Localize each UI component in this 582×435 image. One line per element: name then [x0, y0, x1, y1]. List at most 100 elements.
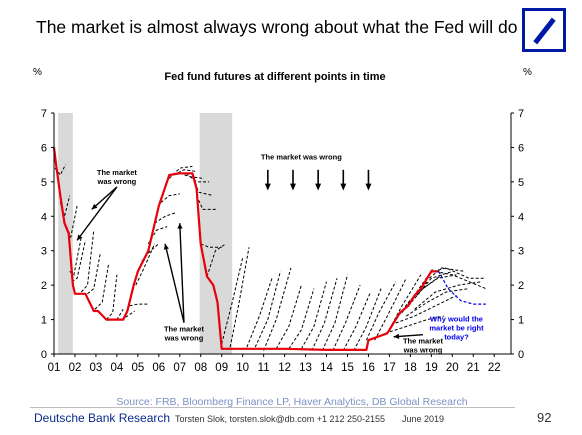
annotation-arrow — [91, 186, 118, 210]
futures-curve — [80, 230, 95, 293]
x-tick-label: 15 — [341, 362, 354, 374]
page-number: 92 — [537, 410, 552, 425]
y-unit-right: % — [523, 67, 532, 78]
futures-curve — [311, 278, 338, 351]
annotation-text: market be right — [429, 323, 484, 332]
futures-curve — [66, 205, 78, 239]
futures-curve — [342, 291, 371, 351]
futures-curve — [321, 274, 348, 351]
y-tick-label-right: 6 — [518, 142, 524, 154]
arrowhead — [163, 243, 169, 250]
down-arrowhead — [340, 183, 347, 191]
futures-curve — [300, 281, 327, 350]
futures-curve — [246, 278, 273, 348]
futures-curve — [414, 281, 482, 310]
futures-lines — [54, 164, 486, 351]
x-tick-label: 17 — [383, 362, 396, 374]
futures-curve — [275, 284, 302, 350]
futures-curve — [428, 267, 465, 279]
futures-curve — [353, 288, 382, 351]
futures-curve — [206, 243, 227, 277]
x-tick-label: 05 — [131, 362, 144, 374]
futures-curve — [393, 281, 428, 324]
footer-company: Deutsche Bank Research — [34, 411, 171, 425]
futures-curve — [200, 243, 222, 248]
annotation-text: today? — [444, 332, 469, 341]
recession-band — [199, 113, 233, 354]
futures-curve — [422, 274, 457, 290]
annotation-text: was wrong — [403, 346, 443, 355]
y-tick-label-left: 6 — [41, 142, 47, 154]
annotation-text: The market — [164, 325, 205, 334]
futures-curve — [405, 288, 470, 317]
y-tick-label-right: 7 — [518, 108, 524, 120]
y-tick-label-right: 4 — [518, 211, 524, 223]
y-tick-label-left: 1 — [41, 315, 47, 327]
y-tick-label-left: 7 — [41, 108, 47, 120]
futures-curve — [254, 271, 281, 348]
y-tick-label-left: 4 — [41, 211, 47, 223]
annotation-text: Why would the — [430, 314, 483, 323]
futures-curve — [135, 243, 156, 286]
source-note: Source: FRB, Bloomberg Finance LP, Haver… — [116, 396, 467, 408]
futures-curve — [263, 267, 292, 351]
y-tick-label-right: 2 — [518, 280, 524, 292]
x-tick-label: 11 — [258, 362, 270, 374]
footer-date: June 2019 — [402, 414, 445, 424]
x-tick-label: 03 — [90, 362, 103, 374]
slide-title: The market is almost always wrong about … — [36, 17, 518, 37]
x-tick-label: 13 — [299, 362, 312, 374]
y-tick-label-right: 0 — [518, 349, 524, 361]
y-tick-label-left: 0 — [41, 349, 47, 361]
x-tick-label: 14 — [320, 362, 333, 374]
deutsche-bank-logo — [522, 8, 566, 52]
recession-band — [58, 113, 73, 354]
annotation-text: The market — [97, 168, 138, 177]
x-tick-label: 22 — [488, 362, 501, 374]
annotation-text: The market was wrong — [261, 152, 342, 161]
annotation-text: The market — [403, 337, 444, 346]
futures-curve — [433, 267, 486, 279]
x-tick-label: 16 — [362, 362, 375, 374]
y-tick-label-right: 3 — [518, 246, 524, 258]
x-tick-label: 02 — [69, 362, 82, 374]
futures-curve — [229, 247, 250, 348]
futures-curve — [141, 243, 160, 262]
y-unit-left: % — [33, 67, 42, 78]
annotation-text: was wrong — [97, 177, 137, 186]
arrowhead — [393, 333, 400, 340]
y-tick-label-right: 1 — [518, 315, 524, 327]
actual-series — [52, 147, 438, 351]
y-tick-label-left: 3 — [41, 246, 47, 258]
chart-title: Fed fund futures at different points in … — [164, 71, 385, 83]
arrowhead — [91, 203, 98, 210]
recession-shading — [58, 113, 233, 354]
x-tick-label: 10 — [236, 362, 249, 374]
futures-curve — [288, 288, 315, 350]
x-tick-label: 19 — [425, 362, 438, 374]
futures-curve — [374, 278, 407, 341]
y-tick-label-right: 5 — [518, 177, 524, 189]
x-tick-label: 04 — [110, 362, 123, 374]
futures-curve — [160, 193, 180, 203]
x-tick-label: 08 — [194, 362, 207, 374]
axes: 0 01 12 23 34 45 56 67 701 02 03 04 05 06 07 08 09 10 11 12… — [41, 108, 524, 374]
down-arrowhead — [365, 183, 372, 191]
futures-curve — [87, 254, 101, 295]
futures-curve — [129, 303, 149, 307]
futures-curve — [332, 284, 361, 351]
futures-curve — [385, 315, 445, 334]
arrowhead — [77, 234, 83, 241]
futures-curve — [71, 240, 86, 283]
annotation-arrow — [179, 223, 185, 323]
futures-curve — [94, 264, 109, 310]
x-tick-label: 21 — [467, 362, 480, 374]
futures-curve — [154, 212, 176, 224]
annotation-arrow — [164, 243, 185, 323]
footer-rule — [30, 407, 515, 408]
latest-futures-curve — [438, 271, 486, 305]
